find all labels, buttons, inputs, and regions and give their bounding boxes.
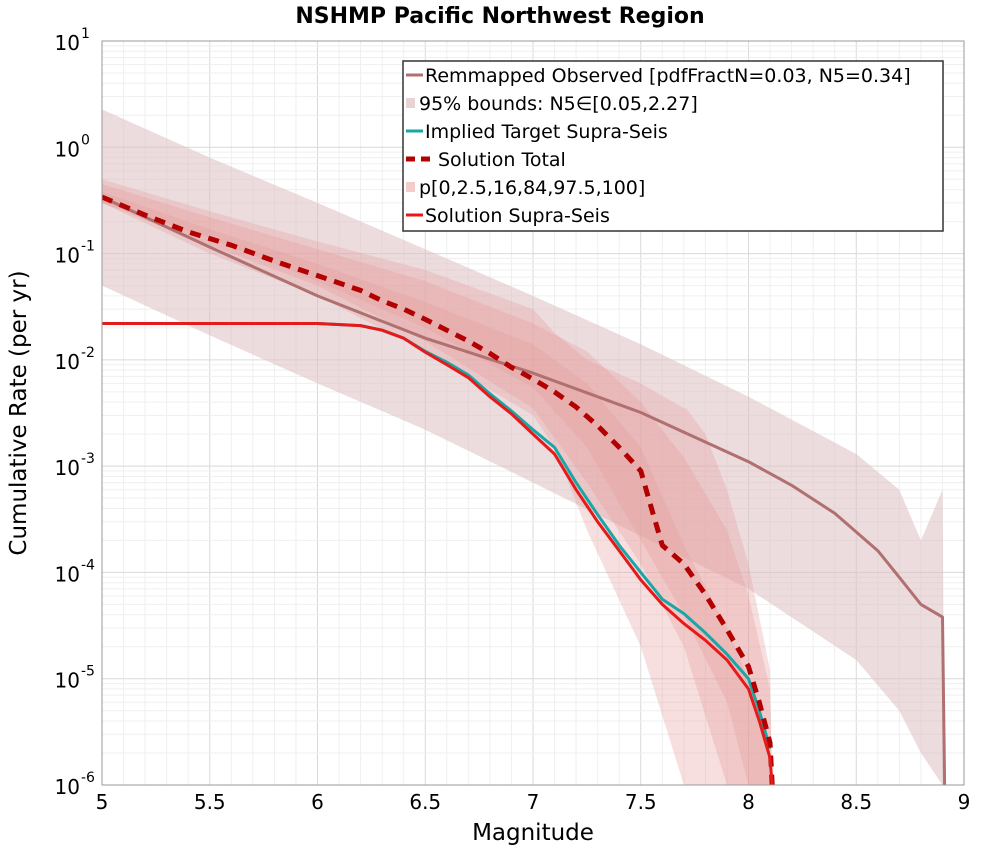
plot-frame — [101, 40, 965, 786]
x-tick-label: 7.5 — [625, 790, 657, 814]
percentile-band-2.5-97.5 — [102, 184, 773, 785]
x-axis-label: Magnitude — [472, 820, 594, 846]
x-axis-ticks: 5 5.5 6 6.5 7 7.5 8 8.5 9 — [96, 790, 971, 814]
series-line-0 — [102, 195, 947, 785]
y-tick-label: 10 — [55, 31, 80, 55]
y-tick-label: 10 — [55, 456, 80, 480]
legend-box — [402, 60, 944, 232]
observed-95-bounds-band — [102, 109, 945, 785]
legend-swatch-band — [406, 182, 415, 192]
y-tick-exponent: -2 — [81, 345, 95, 361]
x-tick-label: 8.5 — [840, 790, 872, 814]
x-tick-label: 8 — [742, 790, 755, 814]
legend: Remmapped Observed [pdfFractN=0.03, N5=0… — [402, 60, 944, 232]
x-tick-label: 6.5 — [409, 790, 441, 814]
y-tick-exponent: -3 — [81, 451, 95, 467]
percentile-band-16-84 — [102, 191, 773, 785]
chart-title: NSHMP Pacific Northwest Region — [295, 4, 704, 29]
legend-label: Solution Total — [438, 149, 566, 171]
x-tick-label: 6 — [311, 790, 324, 814]
y-tick-exponent: -4 — [81, 557, 95, 573]
y-tick-exponent: -1 — [81, 239, 95, 255]
legend-swatch-band — [406, 98, 415, 108]
y-tick-exponent: 1 — [81, 26, 90, 42]
y-tick-label: 10 — [55, 562, 80, 586]
x-tick-label: 5.5 — [194, 790, 226, 814]
y-tick-label: 10 — [55, 350, 80, 374]
percentile-band-0-100 — [102, 179, 773, 785]
x-tick-label: 7 — [527, 790, 540, 814]
legend-label: p[0,2.5,16,84,97.5,100] — [419, 177, 645, 199]
x-tick-label: 9 — [958, 790, 971, 814]
y-tick-label: 10 — [55, 244, 80, 268]
y-tick-exponent: -5 — [81, 664, 95, 680]
y-axis-label: Cumulative Rate (per yr) — [6, 270, 32, 555]
y-tick-label: 10 — [55, 775, 80, 799]
legend-label: Implied Target Supra-Seis — [425, 121, 668, 143]
legend-label: Solution Supra-Seis — [425, 205, 610, 227]
uncertainty-bands — [102, 109, 945, 785]
legend-label: Remmapped Observed [pdfFractN=0.03, N5=0… — [425, 65, 911, 87]
y-tick-exponent: 0 — [81, 132, 90, 148]
y-tick-label: 10 — [55, 137, 80, 161]
series-lines — [102, 194, 947, 785]
y-tick-label: 10 — [55, 669, 80, 693]
series-line-2 — [102, 194, 775, 785]
y-tick-exponent: -6 — [81, 770, 95, 786]
series-line-3 — [102, 322, 774, 785]
legend-label: 95% bounds: N5∈[0.05,2.27] — [419, 93, 698, 115]
plot-area — [101, 40, 965, 786]
x-tick-label: 5 — [96, 790, 109, 814]
